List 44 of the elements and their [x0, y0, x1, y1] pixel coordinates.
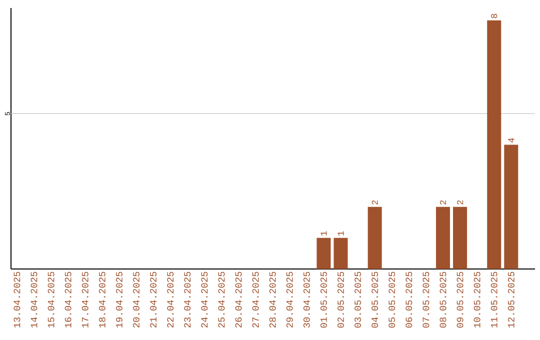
- x-tick-label: 30.04.2025: [303, 272, 310, 328]
- bar: [453, 206, 468, 269]
- bar: [504, 144, 518, 269]
- x-tick-label: 16.04.2025: [64, 272, 72, 328]
- x-tick-label: 26.04.2025: [235, 272, 242, 328]
- x-tick-label: 23.04.2025: [184, 272, 191, 328]
- x-tick-label: 27.04.2025: [252, 272, 259, 328]
- x-tick-label: 01.05.2025: [320, 272, 327, 328]
- x-tick-label: 05.05.2025: [388, 272, 396, 328]
- x-tick-label: 10.05.2025: [474, 272, 480, 328]
- x-tick-label: 13.04.2025: [14, 272, 20, 328]
- x-tick-label: 21.04.2025: [150, 272, 157, 328]
- bar: [487, 20, 502, 269]
- x-tick-label: 29.04.2025: [286, 272, 293, 328]
- x-tick-label: 04.05.2025: [372, 272, 378, 328]
- data-label: 8: [491, 14, 498, 18]
- data-label: 2: [457, 200, 464, 205]
- x-tick-label: 12.05.2025: [508, 272, 514, 328]
- x-tick-label: 03.05.2025: [354, 272, 362, 328]
- x-tick-label: 07.05.2025: [422, 272, 430, 328]
- x-tick-label: 28.04.2025: [269, 272, 276, 328]
- x-tick-label: 08.05.2025: [440, 272, 446, 328]
- x-tick-label: 17.04.2025: [82, 272, 88, 328]
- data-label: 4: [508, 138, 514, 143]
- x-tick-label: 20.04.2025: [133, 272, 140, 328]
- x-tick-label: 22.04.2025: [167, 272, 174, 328]
- data-label: 1: [320, 231, 327, 236]
- x-tick-label: 15.04.2025: [48, 272, 54, 328]
- data-label: 1: [338, 231, 344, 236]
- bar: [316, 238, 331, 269]
- x-tick-label: 11.05.2025: [490, 272, 498, 328]
- x-tick-label: 06.05.2025: [406, 272, 412, 328]
- x-tick-label: 24.04.2025: [201, 272, 208, 328]
- x-tick-label: 14.04.2025: [30, 272, 38, 328]
- bar: [334, 238, 348, 269]
- bar: [368, 206, 382, 269]
- x-tick-label: 02.05.2025: [338, 272, 344, 328]
- bar: [436, 206, 450, 269]
- data-label: 2: [440, 200, 446, 205]
- data-label: 2: [372, 200, 378, 205]
- x-tick-label: 18.04.2025: [98, 272, 106, 328]
- x-tick-label: 09.05.2025: [456, 272, 464, 328]
- x-tick-label: 19.04.2025: [116, 272, 122, 328]
- x-tick-label: 25.04.2025: [218, 272, 225, 328]
